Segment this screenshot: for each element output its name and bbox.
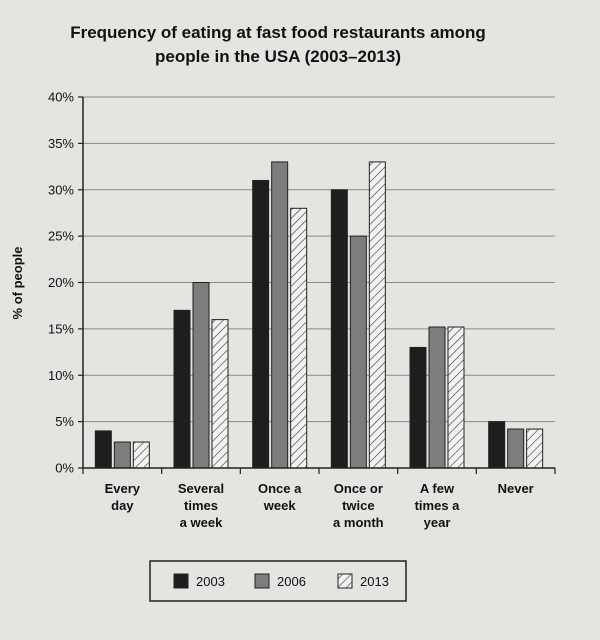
bar-2003-5 — [488, 421, 506, 469]
axes — [82, 97, 556, 474]
y-tick-label: 10% — [48, 368, 74, 383]
legend-label-2003: 2003 — [196, 574, 225, 589]
bar-2003-3 — [330, 189, 348, 469]
chart-title: Frequency of eating at fast food restaur… — [70, 23, 486, 66]
bar-2013-3 — [368, 161, 386, 469]
y-tick-label: 5% — [55, 414, 74, 429]
y-tick-labels: 0% 5% 10% 15% 20% 25% 30% 35% 40% — [48, 90, 83, 476]
category-label: Every day — [105, 481, 141, 513]
legend-label-2013: 2013 — [360, 574, 389, 589]
y-tick-label: 0% — [55, 461, 74, 476]
category-label: Once or twice a month — [333, 481, 384, 530]
gridlines — [83, 96, 555, 423]
y-axis-label: % of people — [10, 247, 25, 320]
legend-box — [149, 560, 407, 602]
category-label: A few times a year — [415, 481, 461, 530]
bar-2013-5 — [526, 428, 544, 469]
chart-title-line-1: Frequency of eating at fast food restaur… — [70, 23, 486, 42]
bar-2013-1 — [211, 319, 229, 469]
bar-2006-2 — [271, 161, 289, 469]
y-tick-label: 40% — [48, 90, 74, 105]
bar-2013-4 — [447, 326, 465, 469]
chart-title-line-2: people in the USA (2003–2013) — [155, 47, 401, 66]
bar-2013-0 — [132, 441, 150, 469]
bar-2013-2 — [290, 207, 308, 469]
bar-2006-0 — [113, 441, 131, 469]
y-tick-label: 35% — [48, 136, 74, 151]
bar-2003-1 — [173, 309, 191, 469]
category-label: Several times a week — [178, 481, 224, 530]
legend: 2003 2006 2013 — [149, 560, 407, 602]
bar-2003-0 — [94, 430, 112, 469]
legend-label-2006: 2006 — [277, 574, 306, 589]
y-tick-label: 30% — [48, 182, 74, 197]
y-tick-label: 25% — [48, 229, 74, 244]
category-label: Once a week — [258, 481, 302, 513]
legend-swatch-2003 — [173, 573, 189, 589]
bar-2003-4 — [409, 346, 427, 469]
bar-2006-1 — [192, 282, 210, 469]
bar-2006-5 — [507, 428, 525, 469]
category-label: Never — [498, 481, 534, 496]
y-tick-label: 15% — [48, 321, 74, 336]
bar-2006-4 — [428, 326, 446, 469]
bar-2003-2 — [252, 179, 270, 469]
bar-2006-3 — [349, 235, 367, 469]
category-labels: Every day Several times a week Once a week Once… — [105, 481, 534, 530]
legend-swatch-2013 — [337, 573, 353, 589]
y-tick-label: 20% — [48, 275, 74, 290]
legend-swatch-2006 — [254, 573, 270, 589]
